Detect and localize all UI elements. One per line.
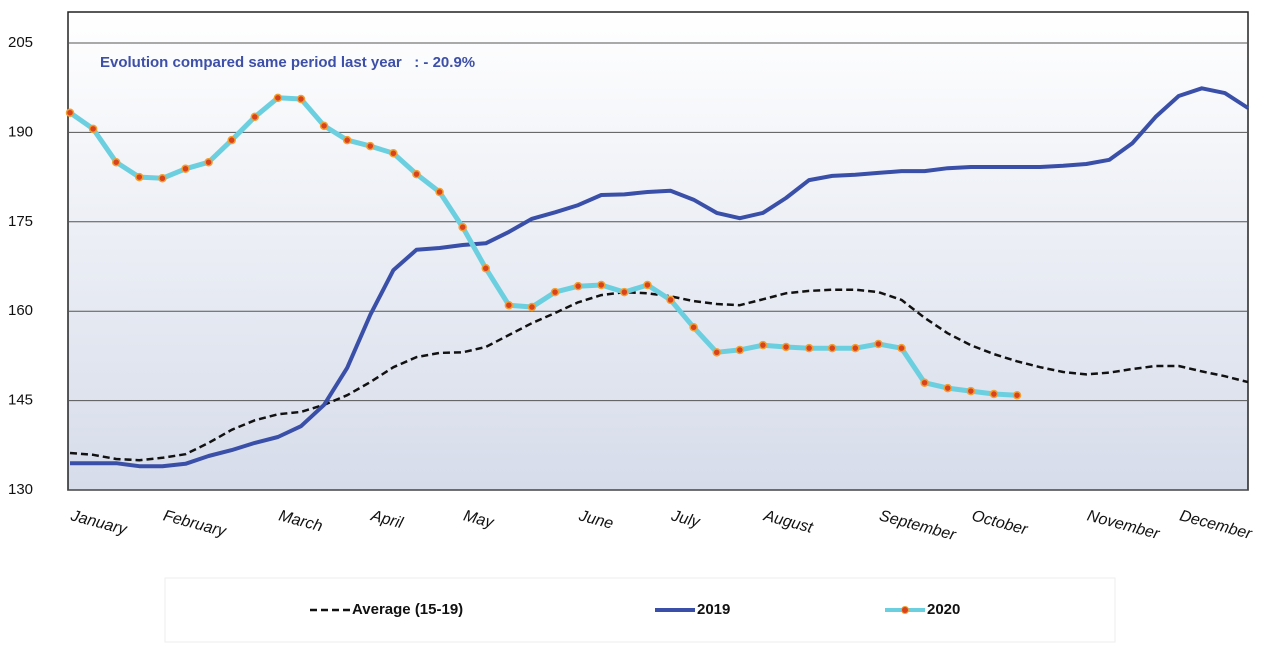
x-tick-label: November [1085,507,1161,543]
point [458,222,467,232]
point [1012,390,1022,400]
point [758,340,768,350]
point [920,378,929,387]
point [296,94,306,104]
series-line [70,86,1250,469]
point [735,345,745,355]
point [319,121,329,131]
point [389,149,398,158]
point [111,157,121,167]
x-tick-label: December [1178,507,1254,543]
y-tick-label: 160 [8,302,33,319]
point [204,157,213,167]
point [643,280,652,290]
point [135,172,144,182]
point [342,135,352,145]
series-line [69,288,1249,462]
point [181,164,190,174]
legend-label: 2020 [927,601,960,618]
point [851,343,860,353]
point [88,124,98,134]
annotation: Evolution compared same period last year… [100,54,475,71]
y-tick-label: 175 [8,213,33,230]
point [620,287,629,297]
point [366,141,375,151]
point [827,343,837,353]
point [65,108,75,117]
point [666,295,675,305]
point [435,187,444,197]
plot-area [67,11,1249,491]
point [250,112,260,122]
point [550,287,560,297]
x-tick-label: June [576,507,615,533]
point [943,383,952,393]
y-tick-label: 145 [8,392,33,409]
y-tick-label: 130 [8,481,33,498]
point [897,343,906,353]
point [573,281,583,291]
point [689,323,698,332]
legend-marker [901,606,909,614]
legend-label: Average (15-19) [352,601,463,618]
point [527,302,537,312]
x-tick-label: February [161,507,228,540]
x-tick-label: July [669,507,703,531]
point [804,343,814,353]
point [874,339,883,349]
point [412,169,421,179]
legend-label: 2019 [697,601,730,618]
point [712,348,721,357]
y-tick-label: 190 [8,123,33,140]
x-tick-label: April [368,507,405,532]
x-tick-label: October [970,507,1030,538]
point [481,264,491,273]
x-tick-label: September [877,507,958,544]
legend-box [164,577,1116,643]
point [504,300,514,310]
point [781,342,791,352]
x-tick-label: May [462,507,497,532]
y-tick-label: 205 [8,34,33,51]
point [227,135,236,145]
point [158,174,167,183]
point [989,389,999,399]
x-tick-label: March [277,507,324,535]
x-tick-label: August [761,507,815,537]
point [597,280,606,290]
point [273,93,283,103]
x-tick-label: January [68,507,129,539]
point [966,386,976,396]
